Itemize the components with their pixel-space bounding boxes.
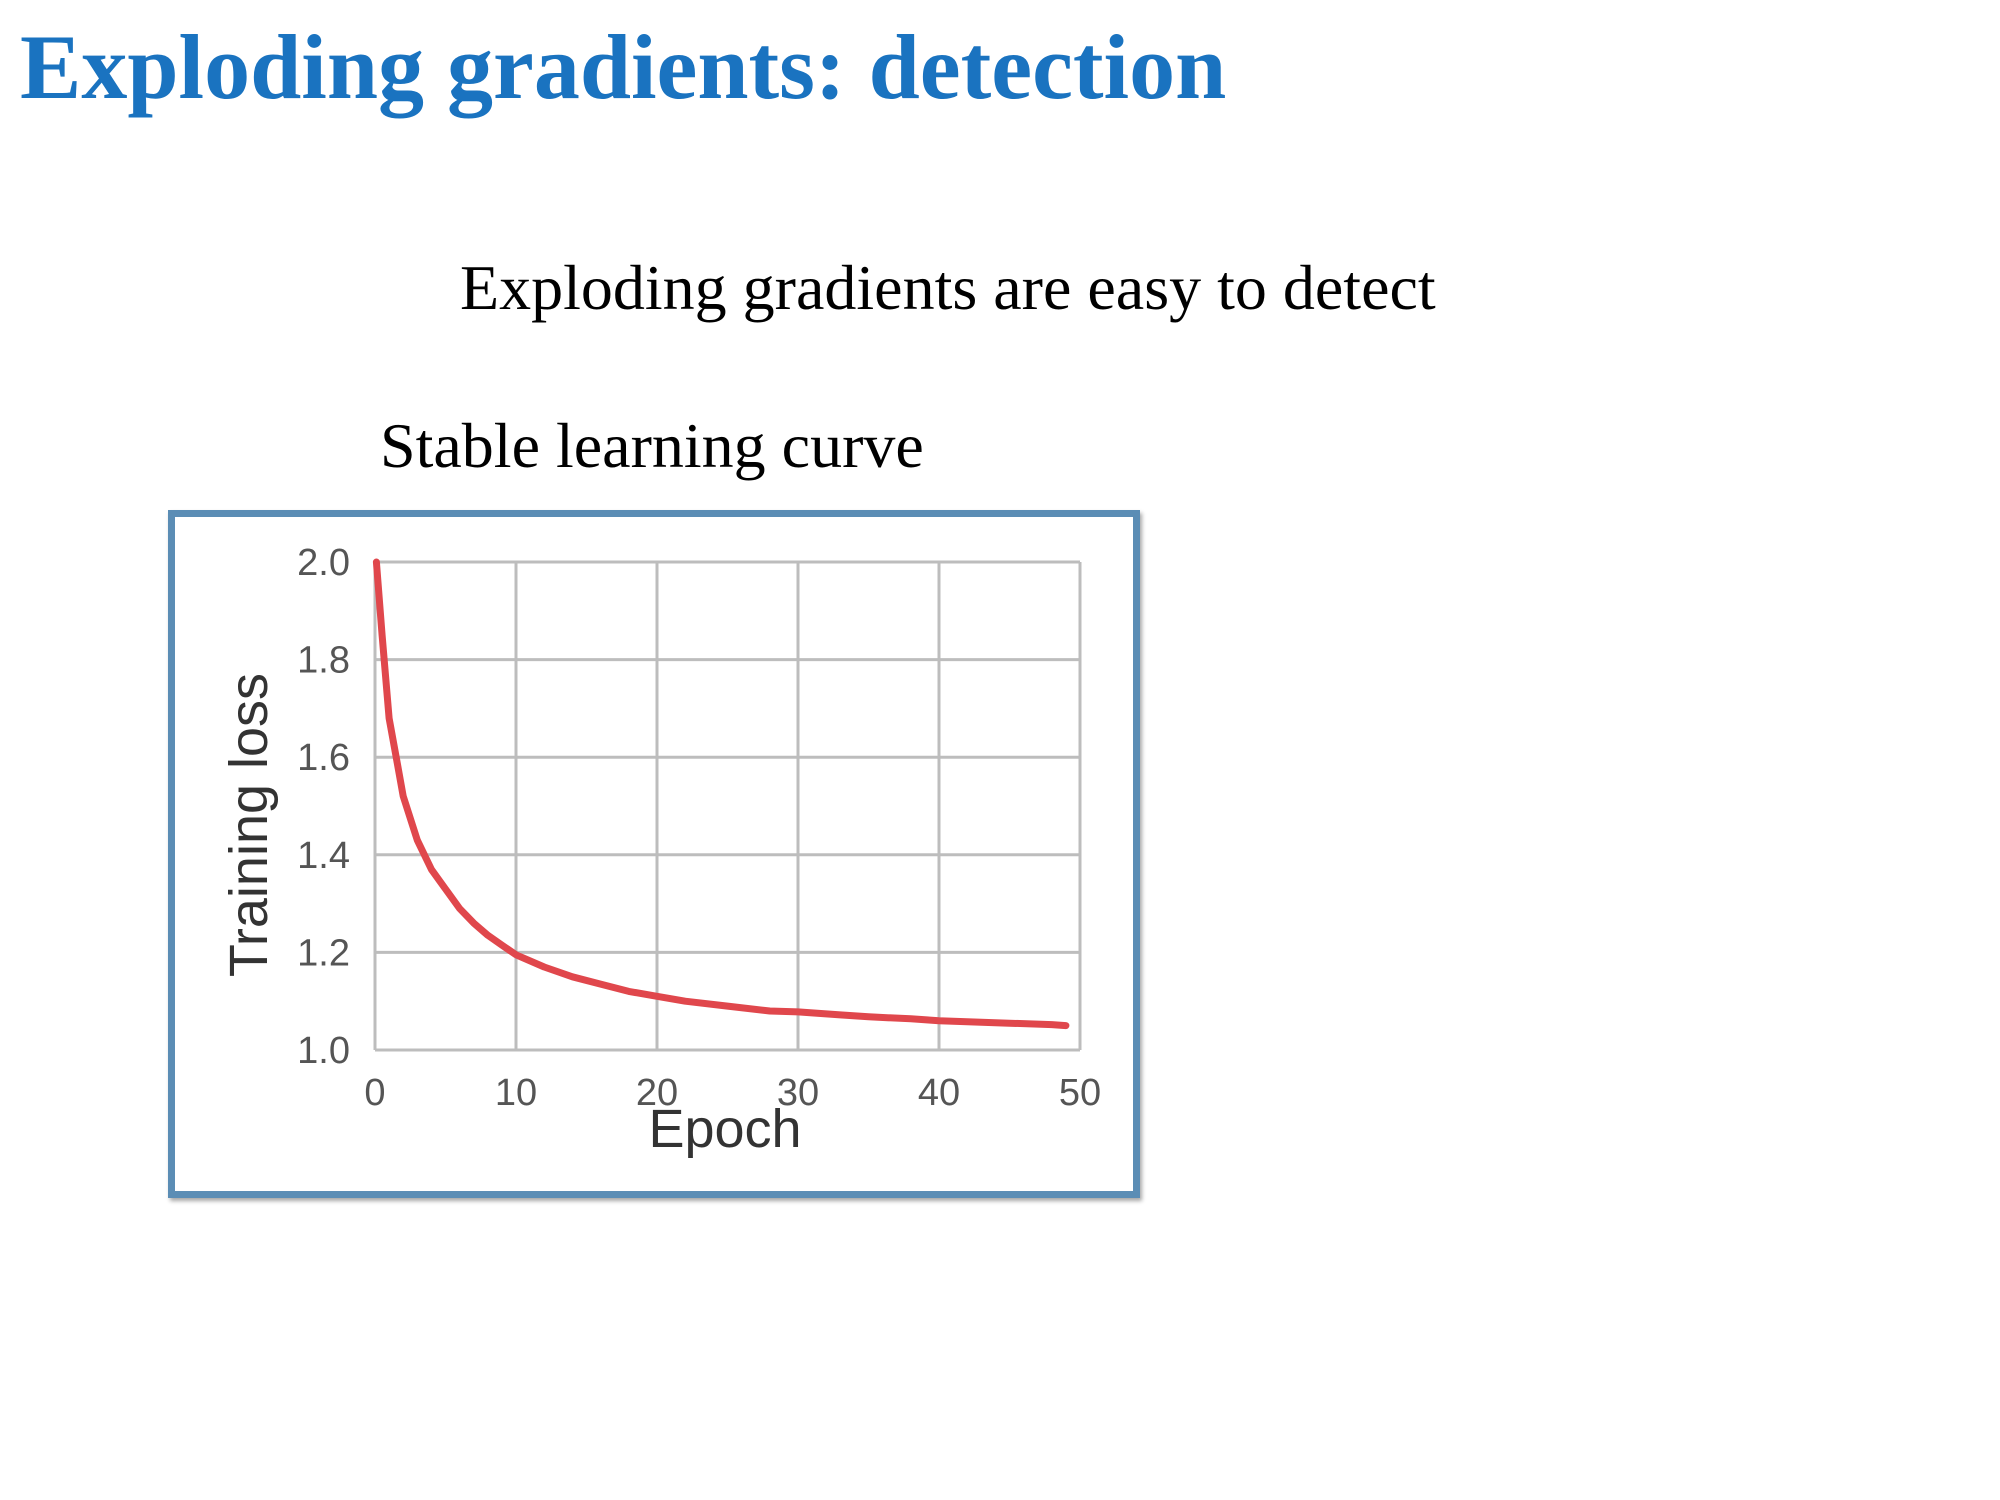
slide-subtitle: Exploding gradients are easy to detect [460,252,1436,323]
x-tick-label: 10 [495,1072,537,1114]
slide-title: Exploding gradients: detection [20,16,1227,118]
training-loss-line [372,558,1070,1030]
x-tick-label: 40 [918,1072,960,1114]
chart-caption: Stable learning curve [380,410,924,481]
x-tick-label: 20 [636,1072,678,1114]
chart-frame: 0 10 20 30 40 50 1.0 1.2 1.4 1.6 1.8 2.0 Epoch Trai… [168,510,1140,1198]
y-axis-label: Training loss [219,673,279,977]
y-tick-label: 2.0 [297,542,350,584]
series-layer [372,558,1070,1030]
x-tick-label: 0 [364,1072,385,1114]
x-axis-label: Epoch [648,1099,801,1159]
y-tick-label: 1.8 [297,640,350,682]
tick-layer: 0 10 20 30 40 50 1.0 1.2 1.4 1.6 1.8 2.0 [297,542,1101,1114]
x-tick-label: 50 [1059,1072,1101,1114]
y-tick-label: 1.6 [297,737,350,779]
y-tick-label: 1.2 [297,932,350,974]
y-tick-label: 1.4 [297,835,350,877]
y-tick-label: 1.0 [297,1030,350,1072]
training-loss-chart: 0 10 20 30 40 50 1.0 1.2 1.4 1.6 1.8 2.0 Epoch Trai… [219,542,1101,1159]
x-tick-label: 30 [777,1072,819,1114]
grid-layer [373,560,1082,1052]
